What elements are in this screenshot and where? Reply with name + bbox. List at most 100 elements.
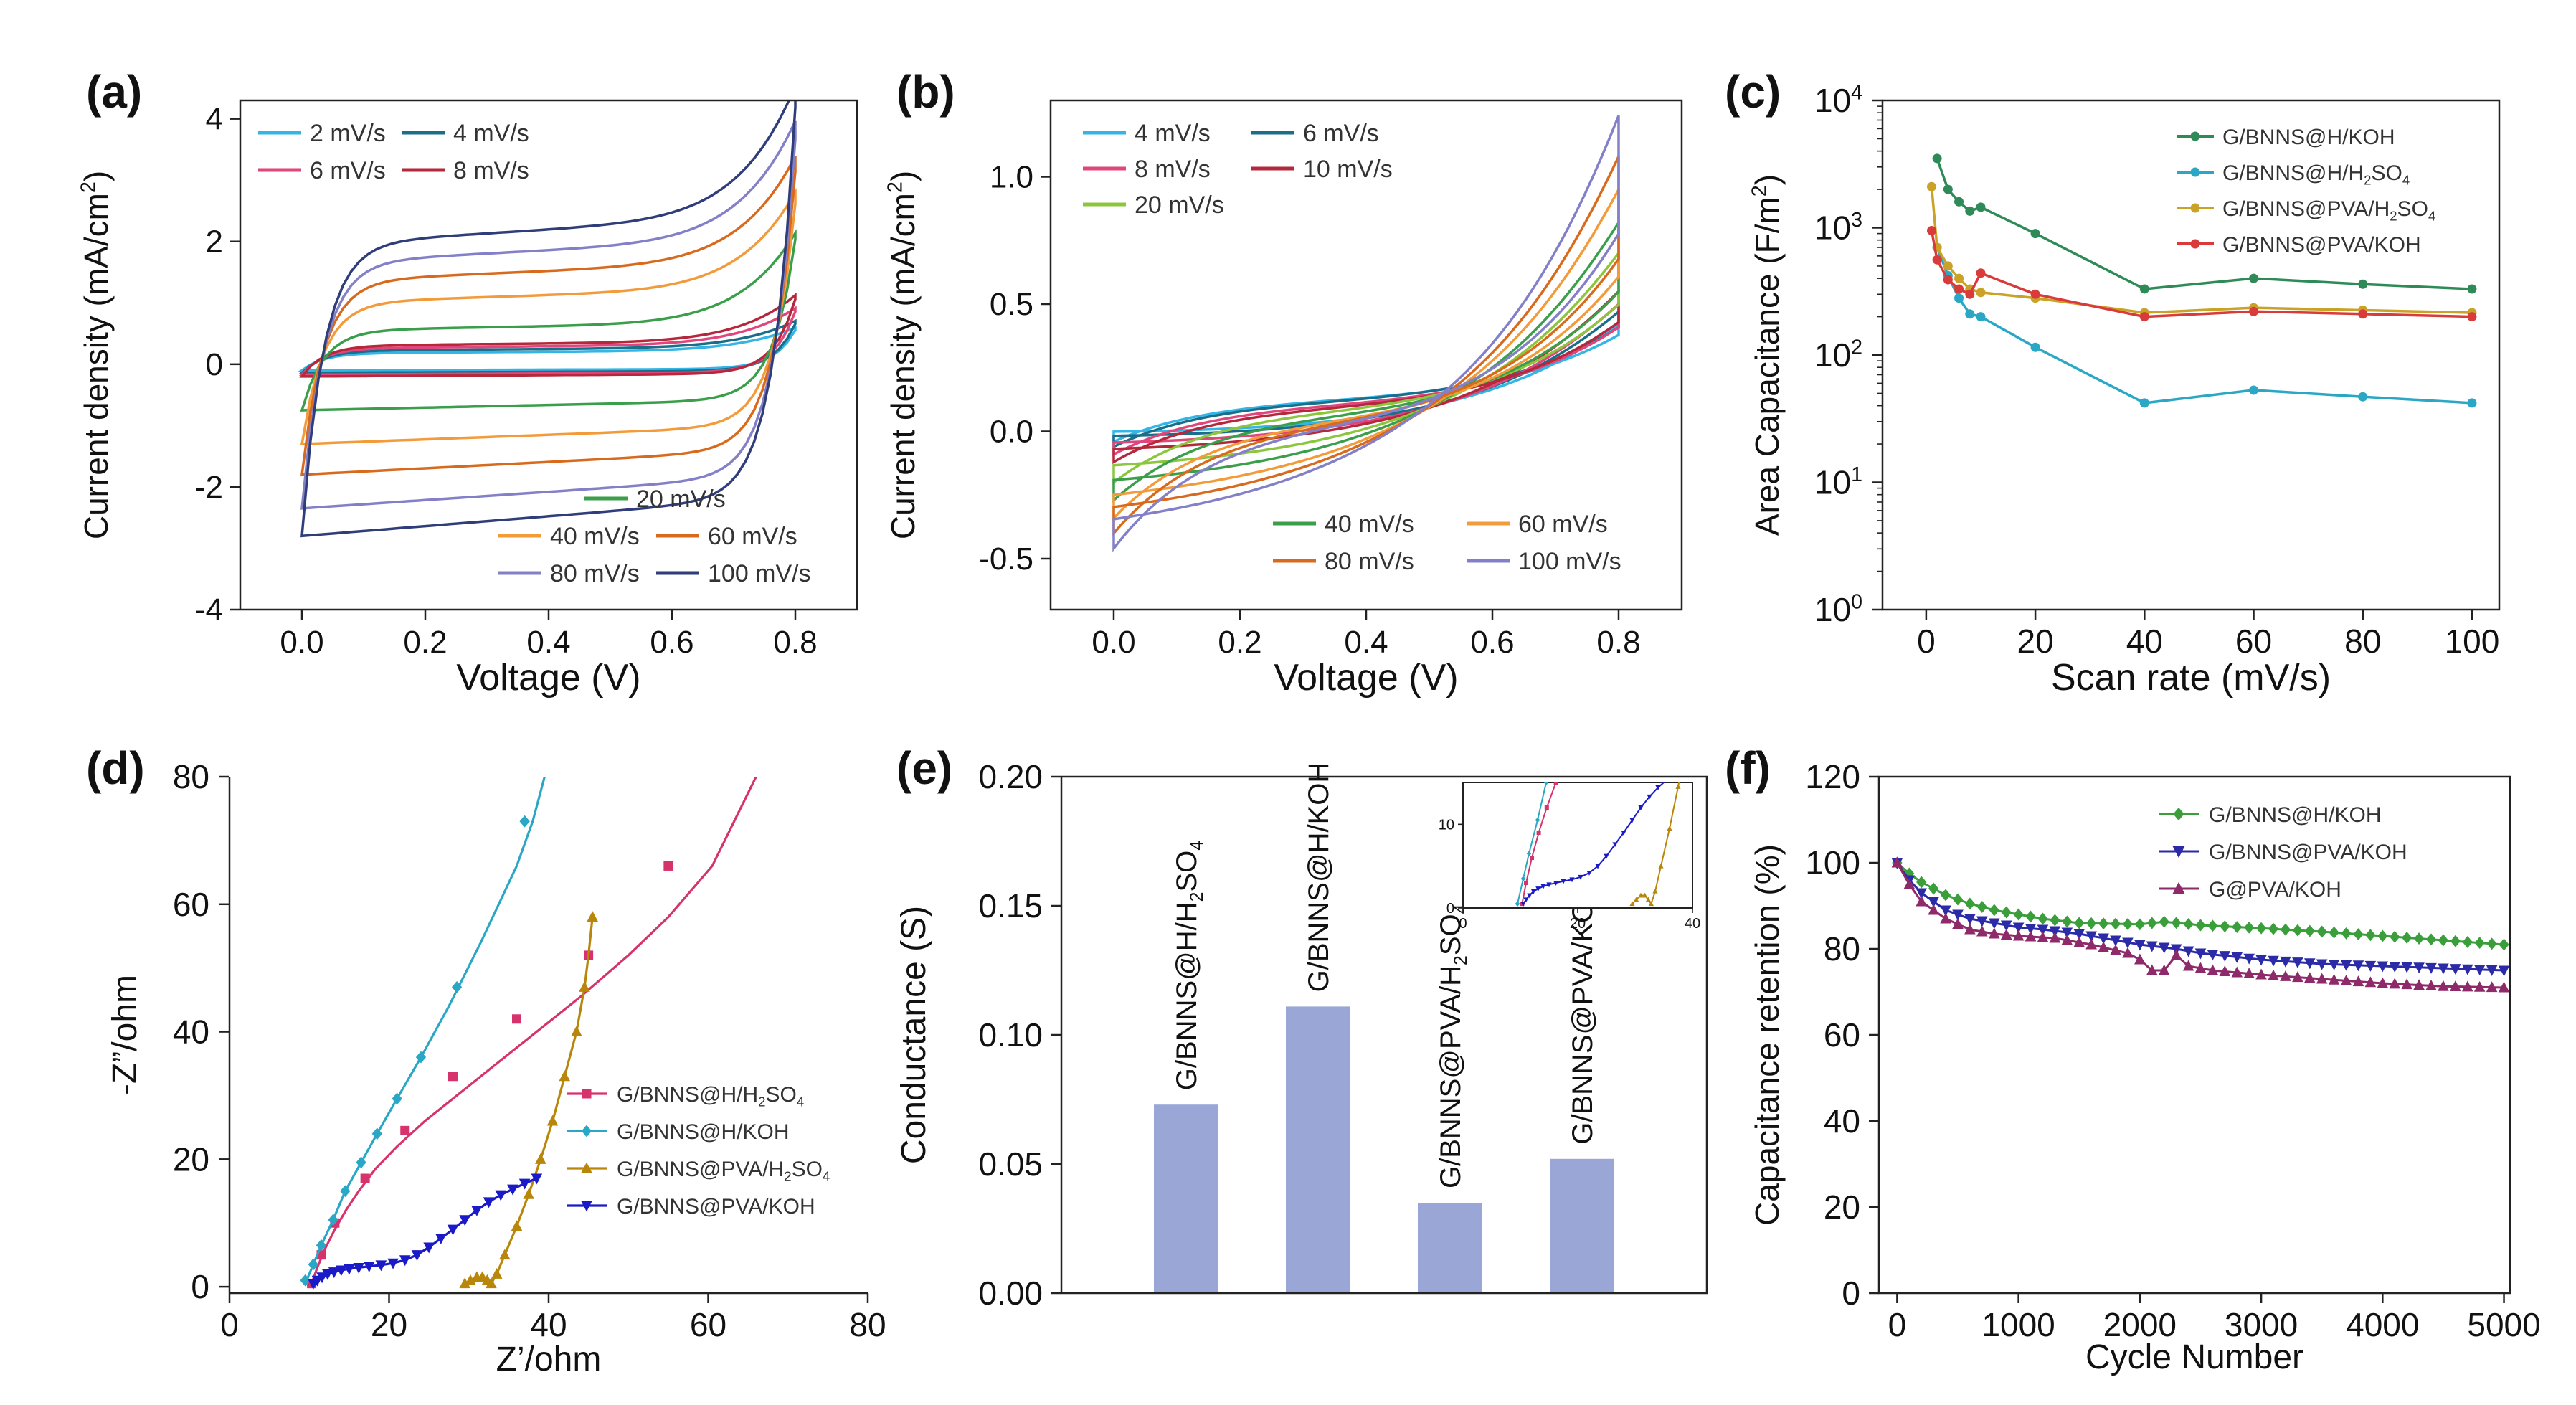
x-axis-label: Z’/ohm bbox=[496, 1340, 602, 1378]
data-point bbox=[363, 1262, 375, 1273]
legend-label: 4 mV/s bbox=[453, 120, 529, 147]
data-point bbox=[2438, 934, 2449, 947]
data-point bbox=[1976, 268, 1986, 278]
data-point bbox=[1965, 309, 1975, 319]
panel-label: (f) bbox=[1725, 742, 1771, 794]
inset-point bbox=[1675, 783, 1681, 789]
data-point bbox=[2134, 918, 2145, 931]
series bbox=[1926, 225, 2477, 322]
series-line bbox=[300, 120, 797, 510]
data-point bbox=[2194, 962, 2207, 973]
y-tick-label: 0.00 bbox=[978, 1274, 1043, 1312]
legend: 4 mV/s 6 mV/s 8 mV/s 10 mV/s 20 mV/s 40 mV/s 6… bbox=[1083, 120, 1621, 575]
data-point bbox=[2001, 906, 2012, 919]
legend: 2 mV/s 4 mV/s 6 mV/s 8 mV/s 20 mV/s 40 mV/s 60… bbox=[258, 120, 811, 587]
inset-point bbox=[1569, 877, 1575, 883]
data-point bbox=[2231, 952, 2243, 963]
legend-label: G/BNNS@H/KOH bbox=[617, 1120, 789, 1144]
legend-marker bbox=[2190, 131, 2200, 141]
panel-label: (c) bbox=[1725, 66, 1781, 118]
y-axis-label: Current density (mA/cm2) bbox=[884, 171, 922, 539]
data-point bbox=[2122, 917, 2134, 930]
legend-item: G/BNNS@H/H2SO4 bbox=[2177, 161, 2410, 188]
bar-label-text: G/BNNS@PVA/H2SO4 bbox=[1435, 904, 1471, 1188]
data-point bbox=[2013, 908, 2024, 921]
data-point bbox=[2280, 970, 2291, 981]
x-tick-label: 5000 bbox=[2467, 1306, 2540, 1343]
data-point bbox=[2207, 964, 2219, 975]
x-tick-label: 60 bbox=[2235, 623, 2272, 660]
series-line bbox=[299, 292, 797, 378]
data-point bbox=[2171, 917, 2182, 929]
y-axis-label: Capacitance retention (%) bbox=[1748, 844, 1786, 1226]
data-point bbox=[663, 861, 673, 871]
inset-point bbox=[1515, 901, 1520, 907]
y-tick-label: -0.5 bbox=[979, 541, 1033, 577]
legend-item: 100 mV/s bbox=[1467, 548, 1621, 575]
data-point bbox=[2486, 937, 2497, 950]
legend-label: G/BNNS@H/KOH bbox=[2209, 803, 2381, 827]
inset-point bbox=[1578, 874, 1583, 880]
legend-item: G/BNNS@PVA/KOH bbox=[2177, 233, 2421, 257]
legend-label: 20 mV/s bbox=[636, 486, 726, 513]
legend-item: G/BNNS@PVA/KOH bbox=[2159, 841, 2407, 864]
data-point bbox=[2438, 980, 2449, 991]
data-point bbox=[1976, 925, 1988, 937]
data-point bbox=[1964, 923, 1976, 935]
legend-item: 8 mV/s bbox=[402, 157, 529, 184]
data-point bbox=[2292, 924, 2303, 937]
data-point bbox=[2061, 927, 2073, 939]
legend-item: G/BNNS@PVA/H2SO4 bbox=[567, 1158, 830, 1184]
data-point bbox=[2461, 964, 2473, 975]
inset-point bbox=[1544, 805, 1549, 810]
data-point bbox=[2364, 960, 2377, 972]
data-point bbox=[2231, 966, 2243, 978]
data-point bbox=[1926, 225, 1936, 235]
data-point bbox=[399, 1255, 411, 1267]
data-point bbox=[1940, 912, 1951, 924]
data-point bbox=[2219, 965, 2231, 976]
data-point bbox=[2134, 953, 2146, 965]
data-point bbox=[2085, 931, 2097, 942]
data-point bbox=[1952, 918, 1964, 929]
data-point bbox=[300, 1274, 311, 1287]
bar bbox=[1418, 1203, 1482, 1293]
legend-item: 20 mV/s bbox=[1083, 191, 1224, 219]
x-tick-label: 80 bbox=[2344, 623, 2381, 660]
data-point bbox=[2062, 915, 2073, 928]
data-point bbox=[2249, 385, 2259, 395]
x-axis-label: Voltage (V) bbox=[456, 657, 640, 699]
legend-item: 6 mV/s bbox=[258, 157, 386, 184]
data-point bbox=[2340, 974, 2352, 985]
data-point bbox=[2328, 973, 2340, 985]
data-point bbox=[2461, 980, 2473, 992]
x-tick-label: 0.8 bbox=[1596, 625, 1640, 660]
inset: 0 20 40 0 10 bbox=[1439, 782, 1700, 932]
data-point bbox=[471, 1205, 483, 1216]
inset-point bbox=[1530, 856, 1534, 860]
inset-x-tick-label: 0 bbox=[1459, 916, 1467, 932]
series-line bbox=[1112, 288, 1620, 465]
data-point bbox=[2049, 932, 2061, 943]
series-line bbox=[300, 229, 797, 412]
data-point bbox=[2352, 960, 2364, 972]
data-point bbox=[2498, 965, 2510, 977]
data-point bbox=[2086, 917, 2097, 929]
series-line bbox=[298, 318, 797, 374]
data-point bbox=[2304, 924, 2315, 937]
inset-point bbox=[1543, 782, 1549, 785]
data-point bbox=[2000, 920, 2012, 932]
legend: G/BNNS@H/H2SO4 G/BNNS@H/KOH G/BNNS@PVA/H2S… bbox=[567, 1083, 830, 1219]
inset-point bbox=[1586, 871, 1592, 876]
data-point bbox=[328, 1214, 338, 1226]
data-point bbox=[579, 980, 590, 992]
data-point bbox=[2402, 931, 2412, 944]
data-point bbox=[1928, 904, 1939, 915]
legend-item: 4 mV/s bbox=[1083, 120, 1211, 147]
data-point bbox=[2012, 929, 2025, 941]
series bbox=[300, 777, 546, 1287]
data-point bbox=[1932, 153, 1942, 164]
x-tick-label: 0.4 bbox=[526, 625, 570, 660]
series bbox=[1932, 242, 2477, 408]
